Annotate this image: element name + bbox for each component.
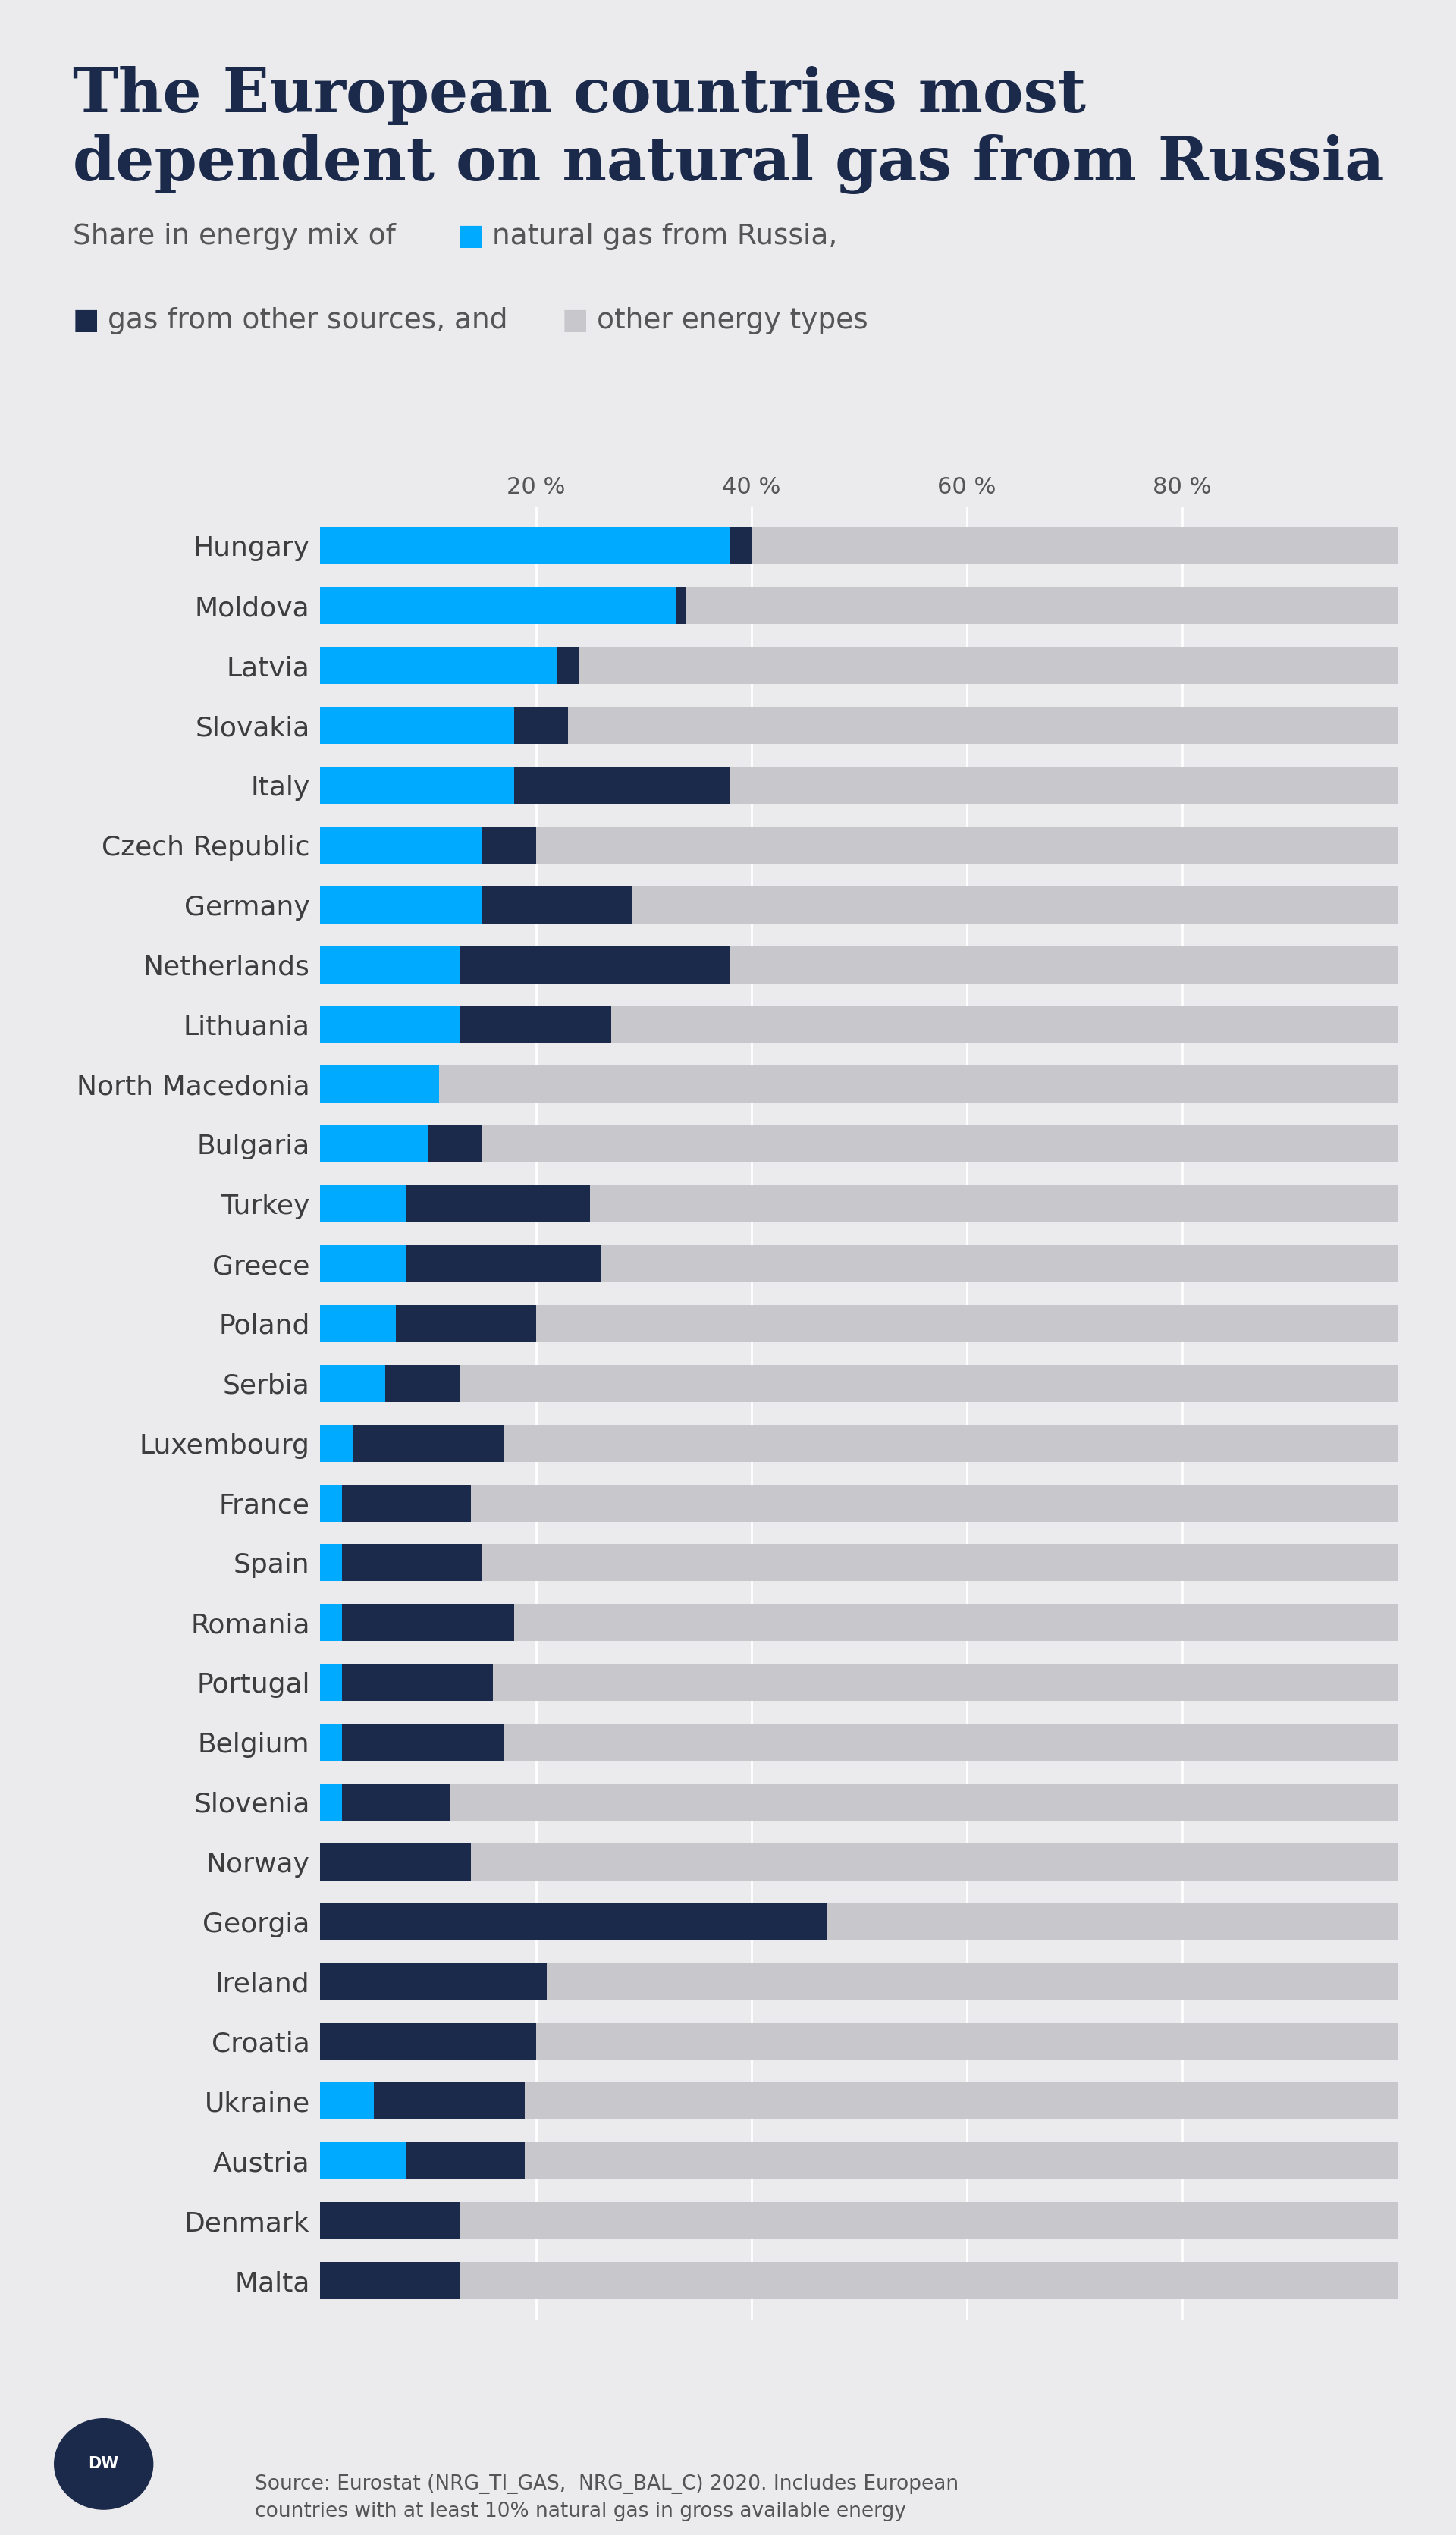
- Bar: [320, 1544, 342, 1582]
- Text: Source: Eurostat (NRG_TI_GAS,  NRG_BAL_C) 2020. Includes European
countries with: Source: Eurostat (NRG_TI_GAS, NRG_BAL_C)…: [255, 2474, 958, 2522]
- Bar: [482, 887, 633, 923]
- Text: DW: DW: [89, 2456, 119, 2472]
- Bar: [827, 1904, 1398, 1939]
- Bar: [526, 2084, 1398, 2119]
- Bar: [482, 826, 536, 864]
- Bar: [472, 1486, 1398, 1521]
- Bar: [676, 588, 687, 624]
- Bar: [320, 1245, 406, 1283]
- Bar: [406, 2142, 526, 2180]
- Bar: [600, 1245, 1398, 1283]
- Bar: [320, 1785, 342, 1820]
- Bar: [320, 1186, 406, 1222]
- Bar: [320, 887, 482, 923]
- Bar: [320, 1724, 342, 1762]
- Bar: [492, 1663, 1398, 1701]
- Bar: [546, 1962, 1398, 2000]
- Text: gas from other sources, and: gas from other sources, and: [108, 307, 508, 335]
- Bar: [406, 1186, 590, 1222]
- Bar: [482, 1544, 1398, 1582]
- Bar: [384, 1364, 460, 1402]
- Bar: [320, 2261, 460, 2299]
- Bar: [514, 1605, 1398, 1640]
- Bar: [460, 1006, 612, 1042]
- Bar: [320, 1486, 342, 1521]
- Text: natural gas from Russia,: natural gas from Russia,: [492, 223, 837, 251]
- Bar: [320, 588, 676, 624]
- Bar: [352, 1425, 504, 1463]
- Bar: [320, 707, 514, 743]
- Bar: [396, 1306, 536, 1341]
- Bar: [320, 1065, 438, 1103]
- Bar: [342, 1724, 504, 1762]
- Bar: [320, 2023, 536, 2061]
- Bar: [460, 946, 729, 984]
- Bar: [342, 1785, 450, 1820]
- Text: Share in energy mix of: Share in energy mix of: [73, 223, 396, 251]
- Bar: [320, 1425, 352, 1463]
- Bar: [526, 2142, 1398, 2180]
- Bar: [514, 707, 568, 743]
- Bar: [320, 2142, 406, 2180]
- Bar: [536, 2023, 1398, 2061]
- Bar: [579, 646, 1398, 684]
- Bar: [320, 1663, 342, 1701]
- Bar: [558, 646, 579, 684]
- Bar: [320, 1126, 428, 1164]
- Bar: [729, 766, 1398, 804]
- Bar: [729, 946, 1398, 984]
- Text: The European countries most: The European countries most: [73, 66, 1086, 124]
- Bar: [320, 1364, 384, 1402]
- Bar: [504, 1425, 1398, 1463]
- Bar: [428, 1126, 482, 1164]
- Bar: [342, 1544, 482, 1582]
- Bar: [460, 2261, 1398, 2299]
- Bar: [590, 1186, 1398, 1222]
- Bar: [687, 588, 1398, 624]
- Bar: [320, 766, 514, 804]
- Bar: [320, 1006, 460, 1042]
- Text: ■: ■: [457, 223, 483, 251]
- Bar: [320, 2084, 374, 2119]
- Bar: [460, 1364, 1398, 1402]
- Text: ■: ■: [73, 307, 99, 335]
- Bar: [320, 1306, 396, 1341]
- Bar: [450, 1785, 1398, 1820]
- Bar: [320, 2203, 460, 2238]
- Bar: [536, 826, 1398, 864]
- Bar: [320, 946, 460, 984]
- Bar: [320, 1843, 472, 1881]
- Bar: [472, 1843, 1398, 1881]
- Bar: [320, 527, 729, 565]
- Bar: [633, 887, 1398, 923]
- Bar: [320, 1904, 827, 1939]
- Text: other energy types: other energy types: [597, 307, 868, 335]
- Bar: [751, 527, 1398, 565]
- Bar: [729, 527, 751, 565]
- Bar: [342, 1486, 472, 1521]
- Bar: [514, 766, 729, 804]
- Bar: [536, 1306, 1398, 1341]
- Bar: [438, 1065, 1398, 1103]
- Bar: [320, 1605, 342, 1640]
- Bar: [504, 1724, 1398, 1762]
- Bar: [342, 1605, 514, 1640]
- Bar: [320, 826, 482, 864]
- Text: ■: ■: [562, 307, 588, 335]
- Bar: [460, 2203, 1398, 2238]
- Bar: [320, 646, 558, 684]
- Bar: [482, 1126, 1398, 1164]
- Bar: [612, 1006, 1398, 1042]
- Text: dependent on natural gas from Russia: dependent on natural gas from Russia: [73, 134, 1385, 195]
- Bar: [320, 1962, 546, 2000]
- Bar: [406, 1245, 600, 1283]
- Bar: [374, 2084, 526, 2119]
- Bar: [342, 1663, 492, 1701]
- Circle shape: [54, 2418, 153, 2510]
- Bar: [568, 707, 1398, 743]
